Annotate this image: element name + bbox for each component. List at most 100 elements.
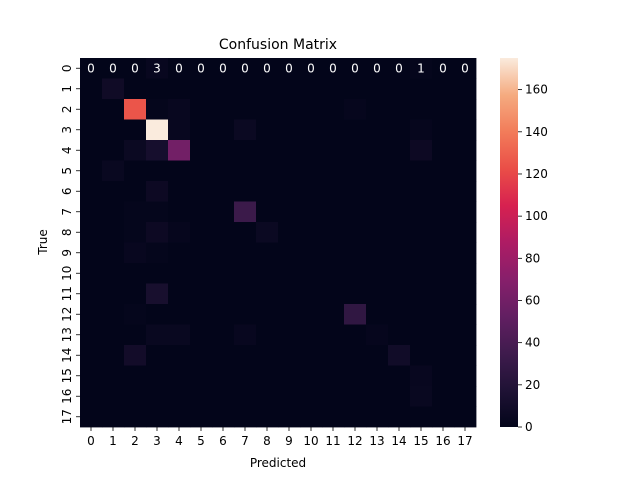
heatmap-cell <box>102 365 125 387</box>
heatmap-cell <box>278 283 301 305</box>
heatmap-cell <box>212 406 235 428</box>
heatmap-cell <box>80 283 103 305</box>
heatmap-cell <box>278 222 301 243</box>
heatmap-cell <box>300 222 323 243</box>
heatmap-cell <box>366 263 389 284</box>
heatmap-cell <box>234 283 257 305</box>
heatmap-cell <box>344 140 367 161</box>
colorbar-tick-label: 100 <box>525 209 548 223</box>
heatmap-cell <box>344 119 367 141</box>
heatmap-cell <box>344 345 367 366</box>
heatmap-cell <box>234 58 257 79</box>
heatmap-cell <box>366 201 389 223</box>
heatmap-cell <box>168 222 191 243</box>
heatmap-cell <box>190 140 213 161</box>
heatmap-cell <box>454 99 477 120</box>
heatmap-cell <box>410 283 433 305</box>
heatmap-cell <box>146 345 169 366</box>
heatmap-cell <box>278 386 301 407</box>
heatmap-cell <box>168 345 191 366</box>
heatmap-cell <box>410 345 433 366</box>
heatmap-cell <box>146 99 169 120</box>
heatmap-cell <box>190 263 213 284</box>
heatmap-cell <box>102 99 125 120</box>
heatmap-cell <box>256 324 279 346</box>
colorbar-ticks: 0 20 40 60 80 100 120 140 160 <box>518 83 548 434</box>
heatmap-cell <box>256 222 279 243</box>
heatmap-cell <box>432 386 455 407</box>
heatmap-cell <box>454 324 477 346</box>
heatmap-cell <box>256 345 279 366</box>
y-tick-label: 11 <box>60 286 74 301</box>
heatmap-cell <box>80 345 103 366</box>
heatmap-cell <box>80 160 103 182</box>
heatmap-cell <box>410 99 433 120</box>
heatmap-cell <box>102 119 125 141</box>
heatmap-cell <box>146 304 169 325</box>
heatmap-cell <box>322 263 345 284</box>
heatmap-cell <box>234 263 257 284</box>
heatmap-cell <box>234 222 257 243</box>
x-tick-label: 9 <box>285 434 293 448</box>
heatmap-cell <box>146 242 169 264</box>
heatmap-cell <box>102 304 125 325</box>
x-tick-label: 4 <box>175 434 183 448</box>
heatmap-cell <box>344 406 367 428</box>
heatmap-cell <box>102 263 125 284</box>
heatmap-cell <box>322 201 345 223</box>
heatmap-cell <box>168 365 191 387</box>
heatmap-cell <box>80 222 103 243</box>
heatmap-cell <box>256 99 279 120</box>
cell-annotation: 0 <box>241 61 249 75</box>
heatmap-cell <box>212 58 235 79</box>
heatmap-cell <box>234 242 257 264</box>
heatmap-cell <box>388 406 411 428</box>
heatmap-cell <box>234 345 257 366</box>
heatmap-cell <box>432 58 455 79</box>
heatmap-cell <box>432 99 455 120</box>
heatmap-cell <box>278 99 301 120</box>
heatmap-cell <box>300 78 323 100</box>
heatmap-cell <box>410 406 433 428</box>
heatmap-cell <box>146 365 169 387</box>
heatmap-cell <box>344 365 367 387</box>
heatmap-cell <box>146 324 169 346</box>
heatmap-cell <box>432 119 455 141</box>
cell-annotation: 0 <box>87 61 95 75</box>
heatmap-cell <box>80 242 103 264</box>
heatmap-cell <box>102 242 125 264</box>
heatmap-cell <box>190 201 213 223</box>
heatmap-cell <box>388 99 411 120</box>
y-tick-label: 9 <box>60 249 74 257</box>
y-tick-label: 14 <box>60 348 74 363</box>
heatmap-cell <box>190 119 213 141</box>
heatmap-cell <box>300 181 323 202</box>
heatmap-cell <box>190 242 213 264</box>
heatmap-cell <box>388 181 411 202</box>
heatmap-cell <box>80 304 103 325</box>
heatmap-cell <box>124 119 147 141</box>
heatmap-cell <box>256 58 279 79</box>
heatmap-cell <box>454 406 477 428</box>
x-tick-label: 16 <box>435 434 450 448</box>
y-tick-label: 7 <box>60 208 74 216</box>
heatmap-cell <box>454 181 477 202</box>
heatmap-cell <box>388 119 411 141</box>
heatmap-cell <box>322 324 345 346</box>
heatmap-cell <box>256 406 279 428</box>
heatmap-cell <box>80 263 103 284</box>
heatmap-cell <box>388 140 411 161</box>
heatmap-cell <box>410 304 433 325</box>
heatmap-cell <box>124 242 147 264</box>
heatmap-cell <box>432 181 455 202</box>
heatmap-cell <box>454 283 477 305</box>
heatmap-cell <box>454 140 477 161</box>
y-tick-label: 17 <box>60 409 74 424</box>
heatmap-cell <box>278 58 301 79</box>
heatmap-cell <box>432 345 455 366</box>
heatmap-cell <box>344 58 367 79</box>
x-tick-label: 10 <box>303 434 318 448</box>
heatmap-cell <box>322 283 345 305</box>
